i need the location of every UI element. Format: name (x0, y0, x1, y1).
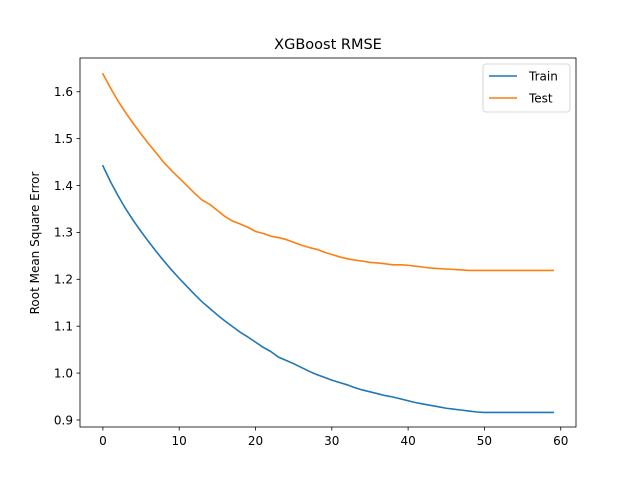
series-line-test (101, 72, 554, 272)
y-tick-label: 1.6 (54, 85, 73, 99)
x-tick-label: 10 (172, 434, 187, 448)
x-tick-label: 0 (99, 434, 107, 448)
legend: Train Test (482, 63, 571, 113)
y-axis-label: Root Mean Square Error (28, 172, 42, 315)
legend-label-test: Test (528, 91, 553, 105)
y-tick-label: 1.3 (54, 226, 73, 240)
y-tick-label: 1.4 (54, 179, 73, 193)
axes-layer: 0 10 20 30 40 50 60 0.9 1.0 1.1 1.2 1.3 1.4 1.5 1.6 (54, 57, 577, 448)
legend-label-train: Train (528, 69, 558, 83)
series-layer (101, 72, 554, 414)
x-tick-label: 20 (248, 434, 263, 448)
plot-area: 0 10 20 30 40 50 60 0.9 1.0 1.1 1.2 1.3 1.4 1.5 1.6 (54, 57, 577, 448)
y-tick-label: 1.5 (54, 132, 73, 146)
y-tick-label: 1.0 (54, 366, 73, 380)
y-tick-label: 1.1 (54, 319, 73, 333)
y-tick-label: 1.2 (54, 273, 73, 287)
chart-title: XGBoost RMSE (274, 37, 382, 53)
axes-frame (79, 57, 577, 428)
y-tick-label: 0.9 (54, 413, 73, 427)
x-tick-label: 60 (553, 434, 568, 448)
x-tick-label: 50 (477, 434, 492, 448)
x-tick-label: 30 (324, 434, 339, 448)
x-tick-label: 40 (400, 434, 415, 448)
series-line-train (101, 164, 554, 414)
